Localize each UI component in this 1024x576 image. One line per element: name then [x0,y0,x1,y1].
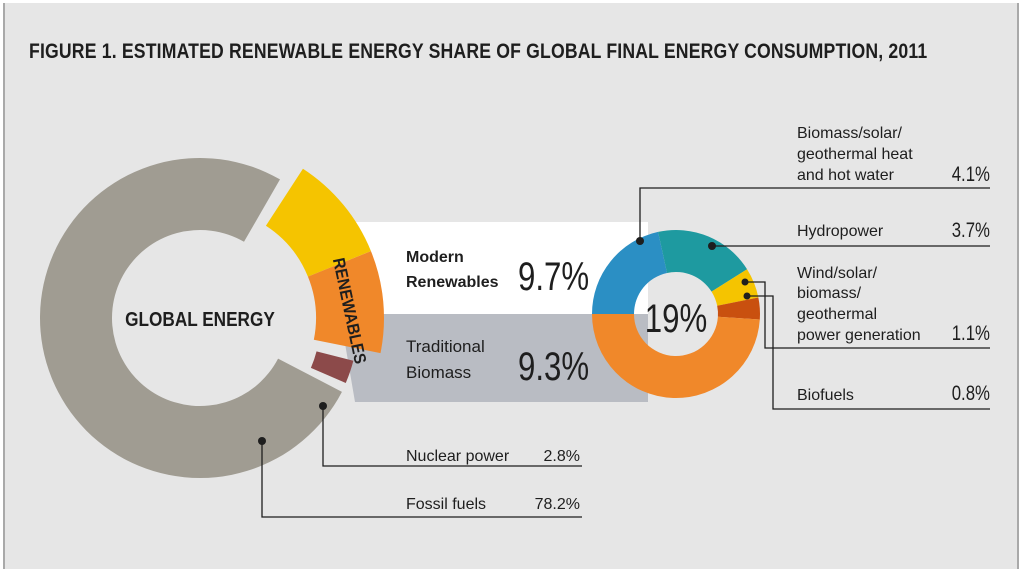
leader-power [745,281,990,349]
heat-label-2: geothermal heat [797,146,913,163]
global-energy-label: GLOBAL ENERGY [125,308,275,331]
modern-renewables-label-2: Renewables [406,274,499,291]
biofuels-label: Biofuels [797,387,854,404]
dot-power [741,278,749,286]
slice-hydropower [658,230,748,292]
power-label-3: geothermal [797,306,877,323]
hydro-label: Hydropower [797,223,884,240]
power-value: 1.1% [952,322,990,345]
renewables-donut [592,230,761,399]
slice-modern-renewables [265,168,371,277]
traditional-biomass-label-2: Biomass [406,363,471,382]
traditional-biomass-label-1: Traditional [406,337,485,356]
power-label-1: Wind/solar/ [797,265,878,282]
slice-traditional-biomass-detail [592,314,760,399]
dot-hydro [708,242,716,250]
dot-biofuels [743,292,751,300]
traditional-biomass-value: 9.3% [518,344,589,389]
fossil-value: 78.2% [535,496,580,513]
dot-heat [636,237,644,245]
leader-nuclear [322,406,582,467]
figure-title: FIGURE 1. ESTIMATED RENEWABLE ENERGY SHA… [29,40,928,63]
band-modern-renewables [340,222,648,314]
slice-biofuels [717,297,761,320]
nuclear-label: Nuclear power [406,448,510,465]
global-energy-donut [40,157,385,478]
slice-traditional-biomass [307,251,385,354]
leader-fossil [261,441,582,518]
renewables-total-label: 19% [645,296,707,341]
leader-dots [258,237,751,445]
slice-nuclear-power [310,351,354,383]
biofuels-value: 0.8% [952,382,990,405]
band-traditional-biomass [340,314,648,402]
modern-renewables-label-1: Modern [406,249,464,266]
power-label-4: power generation [797,327,921,344]
heat-label-1: Biomass/solar/ [797,125,902,142]
power-label-2: biomass/ [797,285,862,302]
modern-renewables-value: 9.7% [518,254,589,299]
dot-nuclear [319,402,327,410]
fossil-label: Fossil fuels [406,496,486,513]
heat-label-3: and hot water [797,167,895,184]
slice-fossil-fuels [40,157,342,478]
slice-heat [592,231,668,314]
leader-heat [639,187,990,241]
leader-biofuels [747,295,990,410]
heat-value: 4.1% [952,163,990,186]
nuclear-value: 2.8% [544,448,580,465]
leader-lines [261,187,990,518]
dot-fossil [258,437,266,445]
hydro-value: 3.7% [952,219,990,242]
